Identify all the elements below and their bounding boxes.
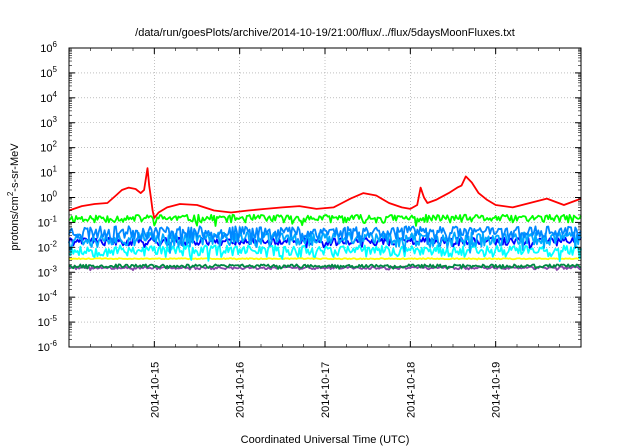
- series-line: [68, 167, 582, 219]
- y-tick-label: 104: [40, 90, 57, 105]
- y-tick-exp: 3: [53, 115, 58, 124]
- y-tick-label: 101: [40, 165, 57, 180]
- x-tick-label: 2014-10-16: [235, 362, 247, 418]
- y-tick-label: 10-2: [38, 239, 58, 254]
- y-axis-label-main: protons/cm: [9, 196, 21, 250]
- y-axis-label: protons/cm2-s-sr-MeV: [6, 143, 21, 251]
- y-tick-exp: 5: [53, 65, 58, 74]
- y-tick-label: 10-5: [38, 314, 58, 329]
- y-tick-base: 10: [40, 43, 52, 55]
- y-tick-exp: -3: [50, 264, 58, 273]
- series-line: [68, 225, 582, 246]
- y-tick-base: 10: [38, 317, 50, 329]
- y-tick-base: 10: [38, 217, 50, 229]
- y-tick-exp: -2: [50, 239, 58, 248]
- y-tick-label: 10-6: [38, 339, 58, 354]
- x-axis: 2014-10-15 2014-10-16 2014-10-17 2014-10-18…: [90, 48, 560, 418]
- y-tick-label: 10-1: [38, 214, 58, 229]
- x-axis-label: Coordinated Universal Time (UTC): [241, 434, 410, 446]
- x-tick-label: 2014-10-15: [149, 362, 161, 418]
- y-tick-base: 10: [40, 143, 52, 155]
- y-tick-base: 10: [40, 168, 52, 180]
- y-tick-label: 102: [40, 140, 57, 155]
- y-tick-exp: -6: [50, 339, 58, 348]
- y-tick-exp: 4: [53, 90, 58, 99]
- y-tick-label: 100: [40, 190, 57, 205]
- y-tick-exp: -1: [50, 214, 58, 223]
- y-tick-exp: -5: [50, 314, 58, 323]
- y-tick-exp: 1: [53, 165, 58, 174]
- x-tick-label: 2014-10-18: [405, 362, 417, 418]
- y-axis: 10-610-510-410-310-210-11001011021031041…: [38, 40, 581, 354]
- y-tick-label: 105: [40, 65, 57, 80]
- y-tick-label: 103: [40, 115, 57, 130]
- x-tick-label: 2014-10-19: [491, 362, 503, 418]
- y-tick-base: 10: [38, 267, 50, 279]
- y-tick-exp: 2: [53, 140, 58, 149]
- y-tick-label: 106: [40, 40, 57, 55]
- chart-title: /data/run/goesPlots/archive/2014-10-19/2…: [135, 27, 515, 39]
- series-line: [68, 257, 582, 261]
- y-tick-exp: -4: [50, 289, 58, 298]
- y-tick-base: 10: [38, 292, 50, 304]
- series-group: [68, 167, 582, 272]
- y-tick-exp: 6: [53, 40, 58, 49]
- y-axis-label-rest: -s-sr-MeV: [9, 143, 21, 192]
- y-tick-label: 10-3: [38, 264, 58, 279]
- y-tick-base: 10: [38, 242, 50, 254]
- y-tick-label: 10-4: [38, 289, 58, 304]
- y-tick-base: 10: [40, 93, 52, 105]
- y-tick-base: 10: [40, 193, 52, 205]
- y-tick-exp: 0: [53, 190, 58, 199]
- y-tick-base: 10: [38, 342, 50, 354]
- grid: [69, 48, 581, 347]
- series-line: [68, 244, 582, 263]
- x-tick-label: 2014-10-17: [320, 362, 332, 418]
- y-tick-base: 10: [40, 118, 52, 130]
- series-line: [68, 236, 582, 249]
- y-axis-label-sup: 2: [6, 191, 15, 196]
- series-line: [68, 213, 582, 227]
- y-tick-base: 10: [40, 68, 52, 80]
- series-line: [68, 263, 582, 270]
